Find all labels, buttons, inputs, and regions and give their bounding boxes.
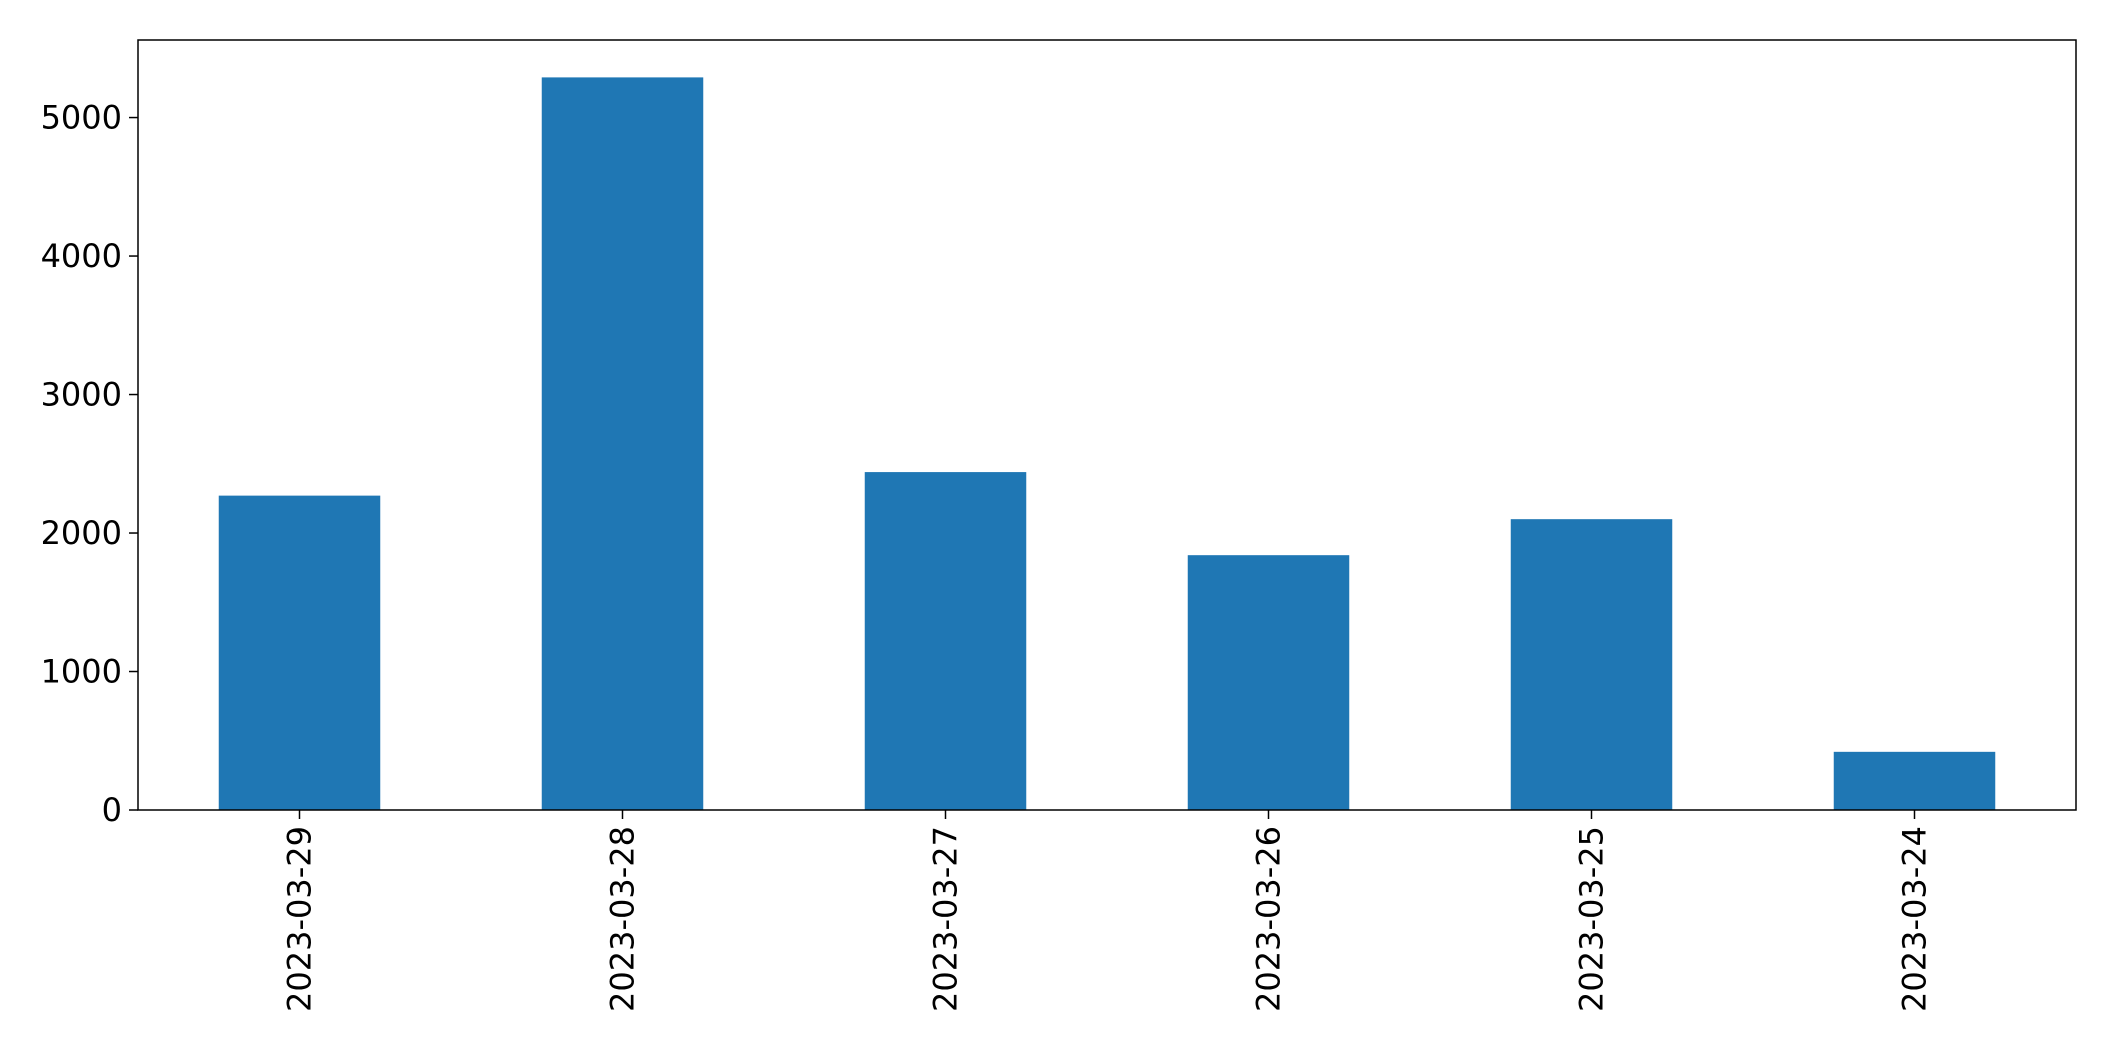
- bar-2023-03-28: [541, 77, 704, 810]
- bar-2023-03-25: [1510, 519, 1673, 810]
- y-tick-label: 1000: [41, 653, 122, 691]
- bars-layer: [218, 77, 1996, 810]
- x-tick-label: 2023-03-26: [1250, 826, 1288, 1012]
- x-tick-label: 2023-03-25: [1573, 826, 1611, 1012]
- x-tick-label: 2023-03-27: [927, 826, 965, 1012]
- x-tick-label: 2023-03-24: [1896, 826, 1934, 1012]
- bar-2023-03-27: [864, 472, 1027, 810]
- bar-2023-03-26: [1187, 555, 1350, 810]
- plot-frame: [137, 39, 2077, 811]
- y-tick-label: 3000: [41, 376, 122, 414]
- y-tick-label: 4000: [41, 237, 122, 275]
- y-tick-label: 2000: [41, 514, 122, 552]
- x-axis: 2023-03-29 2023-03-28 2023-03-27 2023-03-26…: [281, 810, 1934, 1012]
- x-tick-label: 2023-03-29: [281, 826, 319, 1012]
- y-axis: 0 1000 2000 3000 4000 5000: [41, 99, 138, 829]
- y-tick-label: 0: [102, 791, 122, 829]
- bar-2023-03-24: [1833, 751, 1996, 810]
- y-tick-label: 5000: [41, 99, 122, 137]
- x-tick-label: 2023-03-28: [604, 826, 642, 1012]
- bar-2023-03-29: [218, 495, 381, 810]
